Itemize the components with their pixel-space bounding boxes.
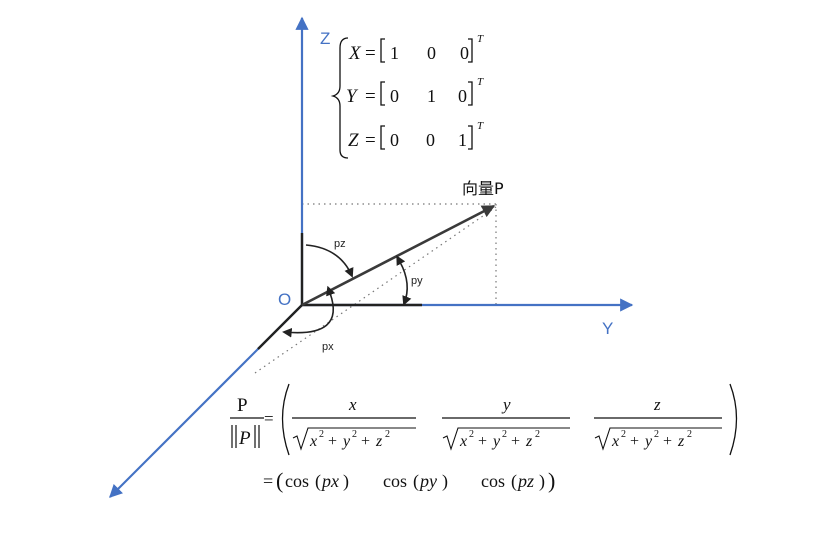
svg-text:+: +	[478, 433, 487, 450]
basis-z-name: Z	[348, 130, 359, 151]
num-x: x	[348, 395, 357, 414]
basis-x-c1: 1	[390, 43, 399, 63]
lhs-denominator: P	[238, 428, 251, 449]
svg-text:): )	[442, 471, 448, 492]
num-z: z	[653, 395, 661, 414]
svg-text:y: y	[341, 433, 351, 450]
angle-px-arc	[282, 285, 336, 338]
svg-text:2: 2	[621, 429, 626, 440]
svg-text:x: x	[611, 433, 619, 450]
svg-text:(: (	[413, 471, 419, 492]
svg-text:): )	[343, 471, 349, 492]
svg-text:y: y	[643, 433, 653, 450]
svg-text:(: (	[315, 471, 321, 492]
projection-x	[257, 304, 303, 350]
basis-vectors: X = 1 0 0 T Y = 0 1 0 T Z = 0 0 1 T	[330, 33, 484, 159]
eq-sign-2: =	[263, 471, 273, 491]
svg-text:): )	[548, 468, 555, 493]
angle-px-label: px	[322, 341, 334, 353]
basis-z-c2: 0	[426, 130, 435, 150]
svg-text:=: =	[365, 86, 376, 107]
svg-text:2: 2	[385, 429, 390, 440]
basis-y-c2: 1	[427, 86, 436, 106]
svg-text:+: +	[328, 433, 337, 450]
basis-z-sup: T	[477, 120, 484, 132]
svg-text:=: =	[365, 130, 376, 151]
svg-text:y: y	[491, 433, 501, 450]
svg-text:2: 2	[352, 429, 357, 440]
eq-sign-1: =	[264, 409, 274, 428]
basis-x-sup: T	[477, 33, 484, 45]
svg-text:2: 2	[319, 429, 324, 440]
basis-y-c3: 0	[458, 86, 467, 106]
svg-text:z: z	[525, 433, 533, 450]
basis-x-name: X	[348, 43, 362, 64]
basis-z-c1: 0	[390, 130, 399, 150]
vector-p-arrow	[301, 204, 496, 307]
angle-pz-label: pz	[334, 238, 346, 250]
svg-text:2: 2	[502, 429, 507, 440]
z-axis-label: Z	[320, 29, 330, 48]
svg-text:2: 2	[535, 429, 540, 440]
svg-text:(: (	[276, 468, 283, 493]
svg-text:(: (	[511, 471, 517, 492]
cos-3: cos	[481, 471, 505, 491]
angle-py-arc	[396, 255, 412, 306]
arg-py: py	[418, 471, 437, 491]
svg-text:z: z	[375, 433, 383, 450]
svg-text:): )	[539, 471, 545, 492]
svg-text:x: x	[459, 433, 467, 450]
num-y: y	[501, 395, 511, 414]
basis-y-name: Y	[346, 86, 359, 107]
svg-text:2: 2	[687, 429, 692, 440]
vector-label: 向量P	[462, 179, 504, 198]
y-axis-label: Y	[602, 319, 613, 338]
basis-y-c1: 0	[390, 86, 399, 106]
svg-text:x: x	[309, 433, 317, 450]
origin-label: O	[278, 290, 291, 309]
basis-x-c2: 0	[427, 43, 436, 63]
normalization-formula: P P = x x 2 + y 2 + z 2 y x 2 + y 2 + z …	[230, 383, 738, 493]
lhs-numerator: P	[237, 395, 248, 416]
svg-text:2: 2	[654, 429, 659, 440]
basis-z-c3: 1	[458, 130, 467, 150]
angle-pz-arc	[305, 244, 354, 278]
svg-text:+: +	[511, 433, 520, 450]
arg-px: px	[320, 471, 339, 491]
svg-text:+: +	[630, 433, 639, 450]
svg-text:2: 2	[469, 429, 474, 440]
cos-2: cos	[383, 471, 407, 491]
arg-pz: pz	[516, 471, 534, 491]
basis-x-c3: 0	[460, 43, 469, 63]
angle-py-label: py	[411, 275, 423, 287]
svg-text:+: +	[361, 433, 370, 450]
svg-text:z: z	[677, 433, 685, 450]
svg-text:+: +	[663, 433, 672, 450]
basis-y-sup: T	[477, 76, 484, 88]
svg-text:=: =	[365, 43, 376, 64]
cos-1: cos	[285, 471, 309, 491]
